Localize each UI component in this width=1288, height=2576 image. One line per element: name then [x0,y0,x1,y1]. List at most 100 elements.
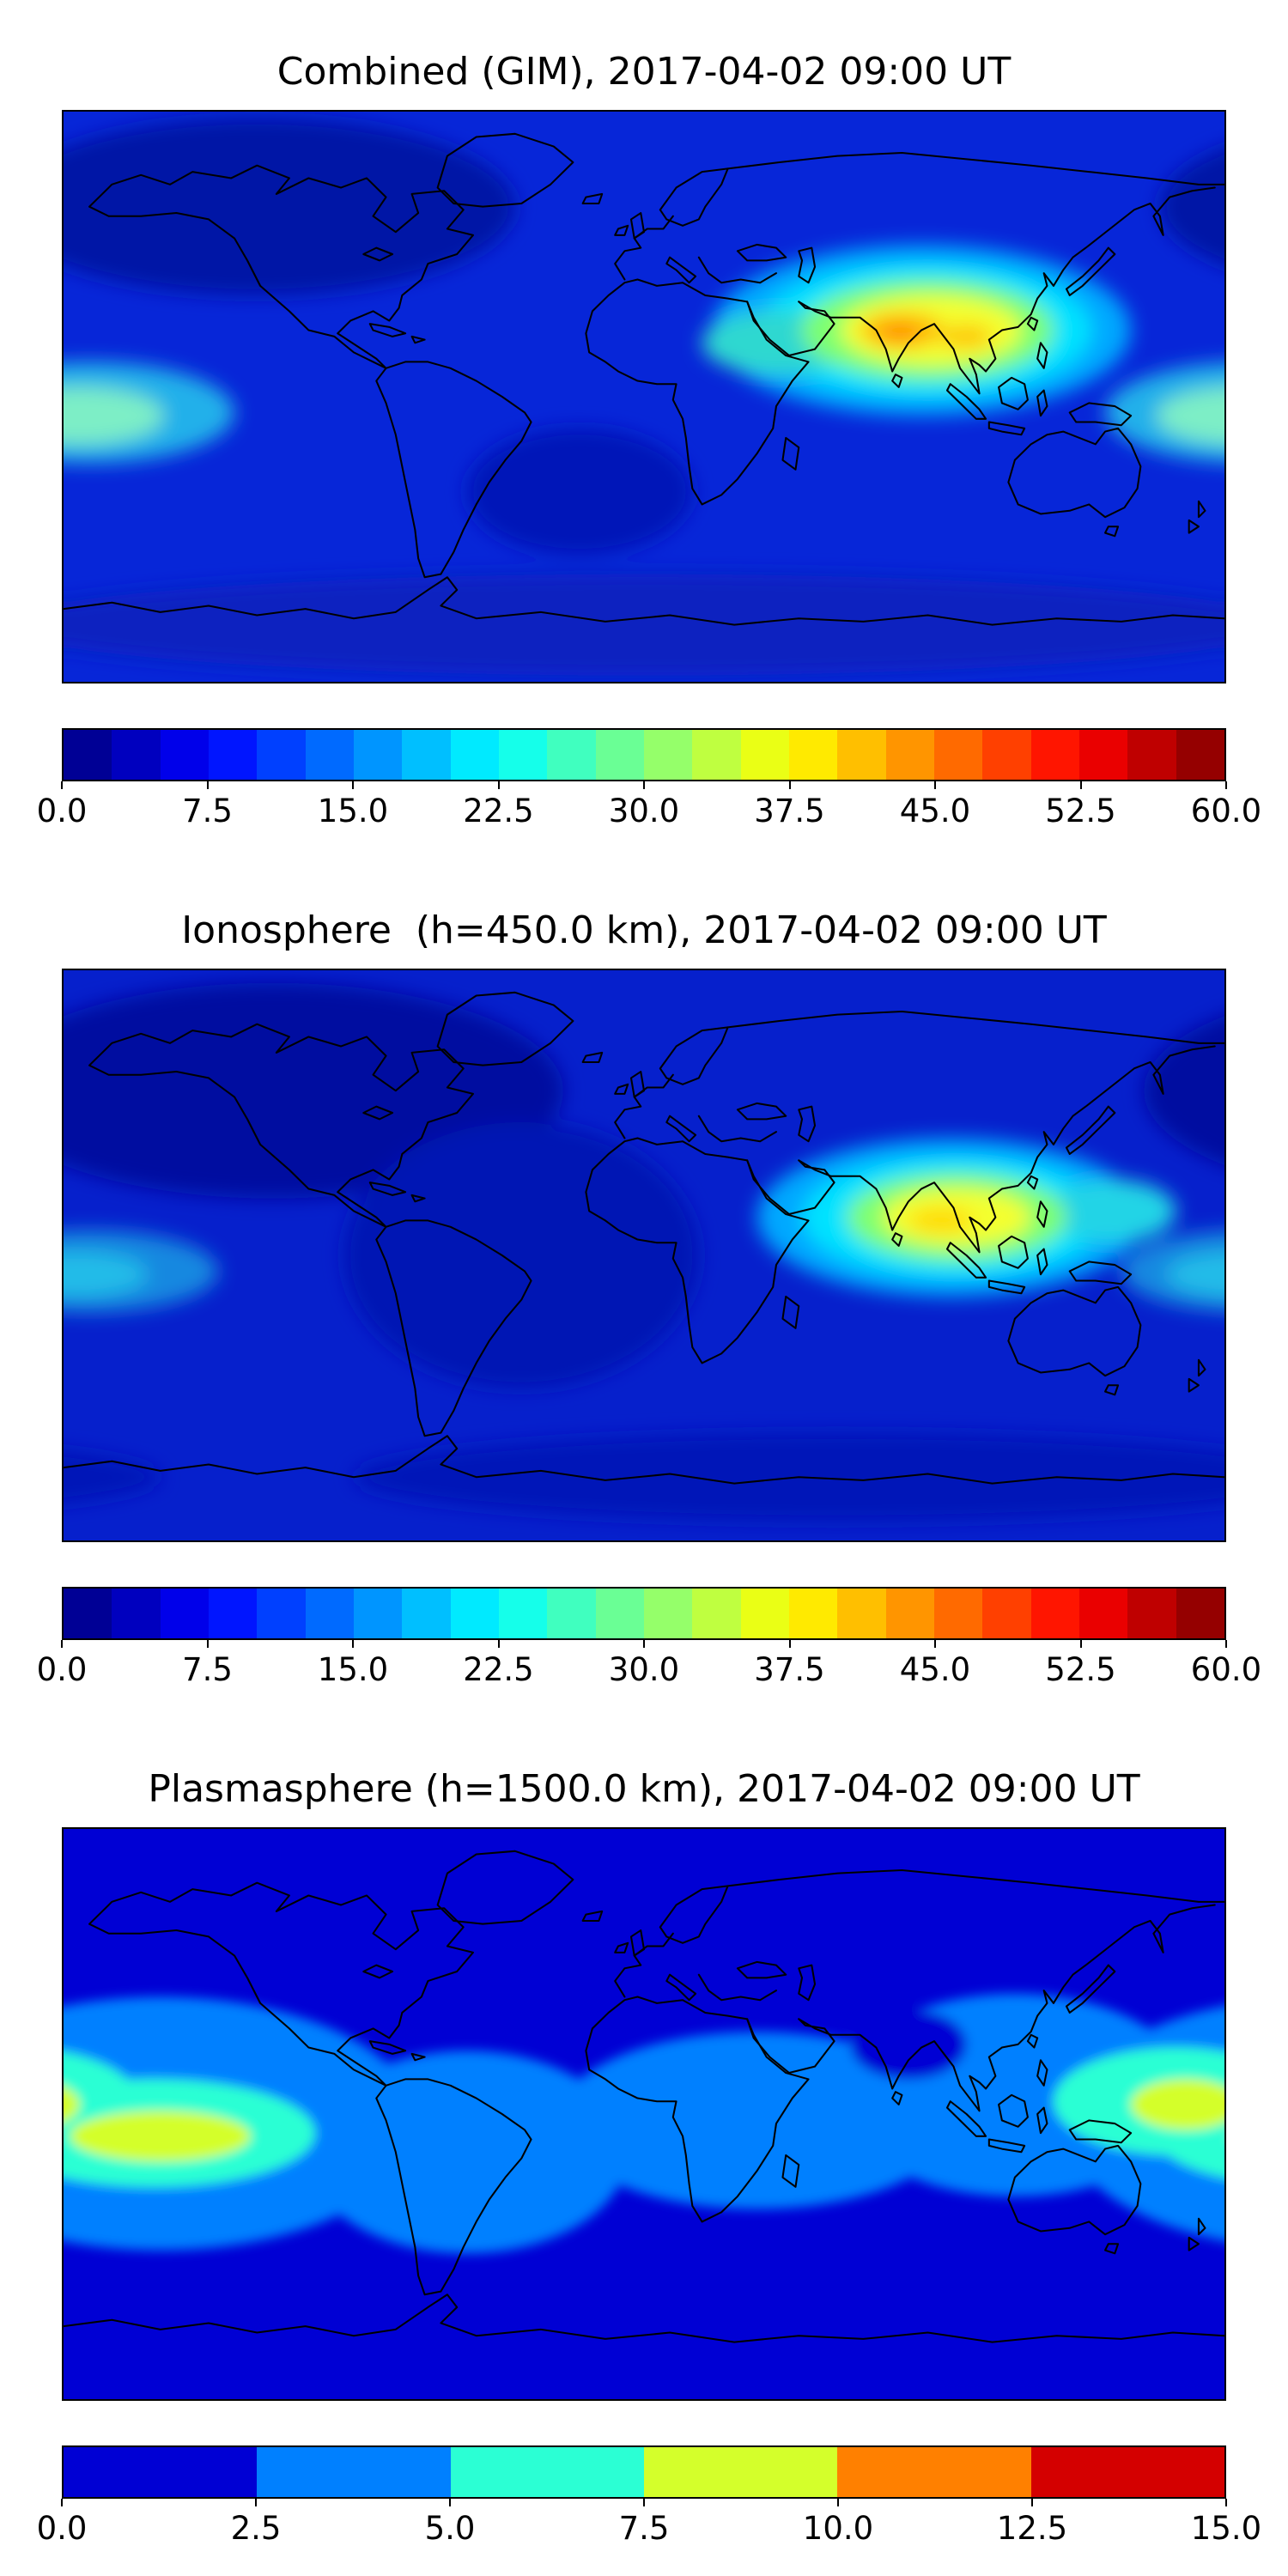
colorbar-tick-label: 2.5 [230,2510,282,2547]
colorbar-tick [1225,1640,1227,1648]
north-polar-low-region [1159,148,1224,265]
colorbar-segment [160,730,209,780]
colorbar-segment [257,2447,451,2497]
colorbar-segment [1030,730,1079,780]
colorbar-tick-label: 22.5 [463,793,534,829]
colorbar-tick [449,2499,451,2506]
colorbar-segment [933,1589,983,1638]
north-polar-low-region [64,118,515,295]
colorbar-tick-label: 45.0 [899,1651,971,1688]
colorbar-tick [837,2499,839,2506]
colorbar-segment [450,730,499,780]
tec-map-ionosphere [64,970,1224,1540]
colorbar-tick [788,781,791,789]
colorbar-tick [61,1640,63,1648]
colorbar-tick-label: 30.0 [608,793,680,829]
colorbar-tick-label: 0.0 [36,793,88,829]
asia-anomaly-orange-east-region [940,325,993,348]
colorbar-tick [497,1640,500,1648]
panel-title: Ionosphere (h=450.0 km), 2017-04-02 09:0… [181,908,1107,952]
colorbar-tick [255,2499,257,2506]
colorbar-tick [643,781,645,789]
colorbar-tick-label: 10.0 [802,2510,874,2547]
colorbar-segment [837,1589,886,1638]
colorbar-segment [547,730,596,780]
colorbar-segment [982,1589,1031,1638]
colorbar-segment [547,1589,596,1638]
panel-ionosphere: Ionosphere (h=450.0 km), 2017-04-02 09:0… [37,859,1262,1717]
colorbar-segment [498,1589,548,1638]
colorbar-tick-label: 15.0 [1190,2510,1262,2547]
panel-plasmasphere: Plasmasphere (h=1500.0 km), 2017-04-02 0… [37,1717,1262,2576]
south-polar-low-region [1160,602,1224,647]
colorbar-tick [643,2499,645,2506]
colorbar-segment [1078,1589,1128,1638]
colorbar-tick [61,2499,63,2506]
green-core-left-region [70,2111,251,2162]
colorbar-segment [402,1589,451,1638]
colorbar-segment [837,2447,1031,2497]
colorbar-tick-label: 52.5 [1045,1651,1116,1688]
colorbar-segment [305,730,354,780]
south-atlantic-low-region [466,428,693,556]
colorbar-segment [64,730,112,780]
colorbar-tick [934,1640,936,1648]
pacific-enhancement-core-region [1166,1252,1224,1297]
panel-title: Plasmasphere (h=1500.0 km), 2017-04-02 0… [148,1767,1140,1811]
colorbar-segment [885,1589,934,1638]
colorbar-segment [450,2447,644,2497]
colorbar-segment [208,730,258,780]
asia-anomaly-peak-region [908,1207,974,1234]
equatorial-band-americas-region [305,2050,629,2254]
map-combined [62,110,1226,683]
colorbar-segment [643,730,693,780]
map-ionosphere [62,969,1226,1542]
map-plasmasphere [62,1827,1226,2401]
colorbar-segment [740,730,789,780]
colorbar-tick [788,1640,791,1648]
colorbar-tick [643,1640,645,1648]
colorbar-segment [208,1589,258,1638]
colorbar-tick [1225,781,1227,789]
colorbar-segment [595,730,644,780]
colorbar-segment [692,1589,741,1638]
colorbar-segment [1030,1589,1079,1638]
colorbar-tick [1031,2499,1033,2506]
colorbar-tick [1225,2499,1227,2506]
colorbar-segment [305,1589,354,1638]
colorbar-segment [450,1589,499,1638]
colorbar-segment [1176,1589,1224,1638]
colorbar-segment [498,730,548,780]
pacific-enhancement-core-region [1157,387,1224,444]
colorbar-segment [353,1589,403,1638]
colorbar-ticks-ionosphere: 0.0 7.5 15.0 22.5 30.0 37.5 45.0 52.5 60.0 [37,1640,1261,1702]
colorbar-tick-label: 60.0 [1190,1651,1262,1688]
west-pacific-arm-region [1047,1179,1176,1243]
colorbar-tick-label: 7.5 [618,2510,670,2547]
colorbar-segment [740,1589,789,1638]
colorbar-plasmasphere [62,2445,1226,2499]
colorbar-segment [885,730,934,780]
colorbar-segment [692,730,741,780]
colorbar-segment [643,1589,693,1638]
colorbar-tick-label: 30.0 [608,1651,680,1688]
colorbar-segment [257,730,306,780]
colorbar-tick [352,1640,354,1648]
colorbar-tick [934,781,936,789]
colorbar-segment [257,1589,306,1638]
colorbar-tick-label: 15.0 [317,1651,389,1688]
colorbar-tick-label: 0.0 [36,2510,88,2547]
colorbar-tick-label: 15.0 [317,793,389,829]
tec-map-plasmasphere [64,1829,1224,2399]
colorbar-ticks-combined: 0.0 7.5 15.0 22.5 30.0 37.5 45.0 52.5 60.0 [37,781,1261,843]
colorbar-tick-label: 5.0 [424,2510,476,2547]
colorbar-combined [62,728,1226,781]
colorbar-segment [1127,730,1176,780]
colorbar-segment [595,1589,644,1638]
colorbar-segment [1030,2447,1224,2497]
colorbar-segment [112,730,161,780]
pacific-enhancement-core-region [64,386,164,445]
colorbar-tick-label: 12.5 [996,2510,1068,2547]
north-polar-low-region [1144,1016,1224,1165]
colorbar-segment [837,730,886,780]
